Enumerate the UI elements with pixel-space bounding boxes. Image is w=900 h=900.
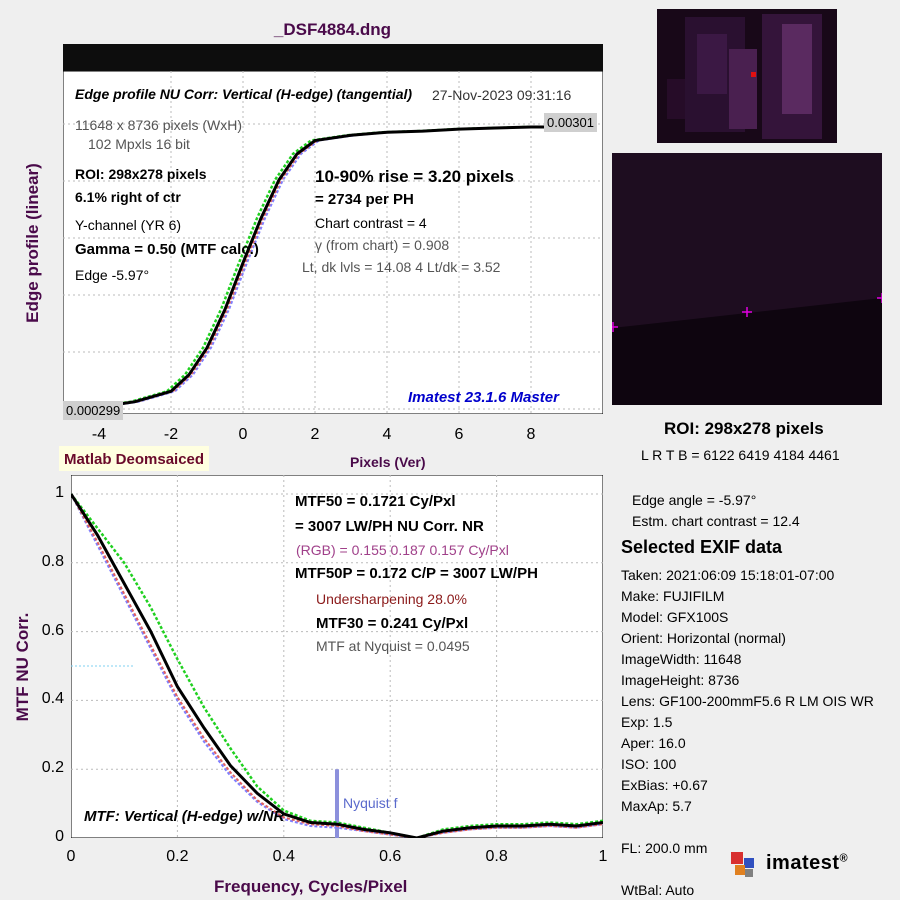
edge-xlabel: Pixels (Ver) xyxy=(350,454,426,470)
exif-item: Taken: 2021:06:09 15:18:01-07:00 xyxy=(621,567,835,583)
mtf50-text: MTF50 = 0.1721 Cy/Pxl xyxy=(295,493,456,510)
mtf-plot xyxy=(71,475,603,838)
nyquist-label: Nyquist f xyxy=(343,795,398,811)
mtf-line-y xyxy=(71,493,603,838)
mtf-ytick-label: 0.6 xyxy=(41,621,64,639)
levels-info: Lt, dk lvls = 14.08 4 Lt/dk = 3.52 xyxy=(302,259,501,275)
exif-item: ISO: 100 xyxy=(621,756,677,772)
rise-info: 10-90% rise = 3.20 pixels xyxy=(315,167,514,186)
mtf-line-b xyxy=(71,493,603,838)
exif-item: MaxAp: 5.7 xyxy=(621,798,692,814)
mtf50-lw-text: = 3007 LW/PH NU Corr. NR xyxy=(295,518,484,535)
mtf-xtick-label: 1 xyxy=(598,848,608,865)
edge-line-y xyxy=(63,125,549,410)
exif-item: Make: FUJIFILM xyxy=(621,588,725,604)
chart-contrast-info: Chart contrast = 4 xyxy=(315,215,427,231)
exif-title: Selected EXIF data xyxy=(621,537,783,557)
edge-plot xyxy=(63,71,603,414)
mtf-xtick-label: 0.8 xyxy=(485,848,508,865)
right-est-contrast: Estm. chart contrast = 12.4 xyxy=(632,513,800,529)
exif-item: Aper: 16.0 xyxy=(621,735,686,751)
mtf-xtick-label: 0 xyxy=(66,848,76,865)
edge-xtick-label: 8 xyxy=(526,426,536,443)
chart-title: _DSF4884.dng xyxy=(273,20,392,39)
edge-bottom-value: 0.000299 xyxy=(63,401,124,420)
per-ph-info: = 2734 per PH xyxy=(315,191,414,208)
edge-ylabel: Edge profile (linear) xyxy=(23,163,42,323)
image-mpx: 102 Mpxls 16 bit xyxy=(88,136,190,152)
roi-image xyxy=(612,153,882,405)
edge-top-value: 0.00301 xyxy=(544,113,597,132)
mtf-ytick-label: 1 xyxy=(55,484,64,501)
thumbnail-image xyxy=(657,9,837,143)
version-label: Imatest 23.1.6 Master xyxy=(408,389,559,406)
exif-item: Model: GFX100S xyxy=(621,609,729,625)
mtf-line-r xyxy=(71,493,603,838)
edge-angle-info: Edge -5.97° xyxy=(75,267,150,283)
exif-item: WtBal: Auto xyxy=(621,882,695,898)
right-roi: ROI: 298x278 pixels xyxy=(664,419,824,438)
exif-item: Orient: Horizontal (normal) xyxy=(621,630,786,646)
edge-xtick-label: 0 xyxy=(238,426,248,443)
edge-header-bar xyxy=(63,44,603,71)
edge-xtick-label: -4 xyxy=(91,426,107,443)
undersharpening-text: Undersharpening 28.0% xyxy=(316,591,467,607)
exif-item: ExBias: +0.67 xyxy=(621,777,708,793)
imatest-logo-icon xyxy=(731,852,754,877)
exif-item: Exp: 1.5 xyxy=(621,714,673,730)
mtf30-text: MTF30 = 0.241 Cy/Pxl xyxy=(316,615,469,632)
mtf-caption: MTF: Vertical (H-edge) w/NR xyxy=(84,808,285,825)
edge-xtick-label: 6 xyxy=(454,426,464,443)
mtf-ytick-label: 0.8 xyxy=(41,552,64,570)
mtf-nyquist-text: MTF at Nyquist = 0.0495 xyxy=(316,638,470,654)
mtf-rgb-text: (RGB) = 0.155 0.187 0.157 Cy/Pxl xyxy=(296,542,509,558)
roi-info: ROI: 298x278 pixels xyxy=(75,166,207,182)
mtf-xlabel: Frequency, Cycles/Pixel xyxy=(214,877,408,896)
gamma-chart-info: γ (from chart) = 0.908 xyxy=(315,237,450,253)
gamma-info: Gamma = 0.50 (MTF calc.) xyxy=(75,241,259,258)
mtf-xtick-label: 0.2 xyxy=(166,848,189,865)
channel-info: Y-channel (YR 6) xyxy=(75,217,182,233)
edge-xtick-label: -2 xyxy=(163,426,179,443)
mtf-xtick-label: 0.4 xyxy=(272,848,295,865)
image-size: 11648 x 8736 pixels (WxH) xyxy=(75,117,243,133)
edge-panel-header: Edge profile NU Corr: Vertical (H-edge) … xyxy=(75,86,413,102)
edge-xtick-label: 2 xyxy=(310,426,320,443)
exif-item: ImageHeight: 8736 xyxy=(621,672,740,688)
mtf-xtick-label: 0.6 xyxy=(379,848,402,865)
edge-datetime: 27-Nov-2023 09:31:16 xyxy=(432,87,572,103)
exif-item: ImageWidth: 11648 xyxy=(621,651,742,667)
edge-xtick-label: 4 xyxy=(382,426,392,443)
roi-offset: 6.1% right of ctr xyxy=(75,189,181,205)
right-lrtb: L R T B = 6122 6419 4184 4461 xyxy=(641,447,840,463)
exif-item: Lens: GF100-200mmF5.6 R LM OIS WR xyxy=(621,693,874,709)
imatest-logo: imatest® xyxy=(766,852,849,874)
mtf50p-text: MTF50P = 0.172 C/P = 3007 LW/PH xyxy=(295,565,538,582)
mtf-ytick-label: 0.2 xyxy=(41,759,64,777)
matlab-badge: Matlab Deomsaiced xyxy=(59,446,210,471)
right-edge-angle: Edge angle = -5.97° xyxy=(632,492,757,508)
exif-item: FL: 200.0 mm xyxy=(621,840,708,856)
mtf-ytick-label: 0 xyxy=(55,828,64,845)
mtf-ytick-label: 0.4 xyxy=(41,690,64,708)
